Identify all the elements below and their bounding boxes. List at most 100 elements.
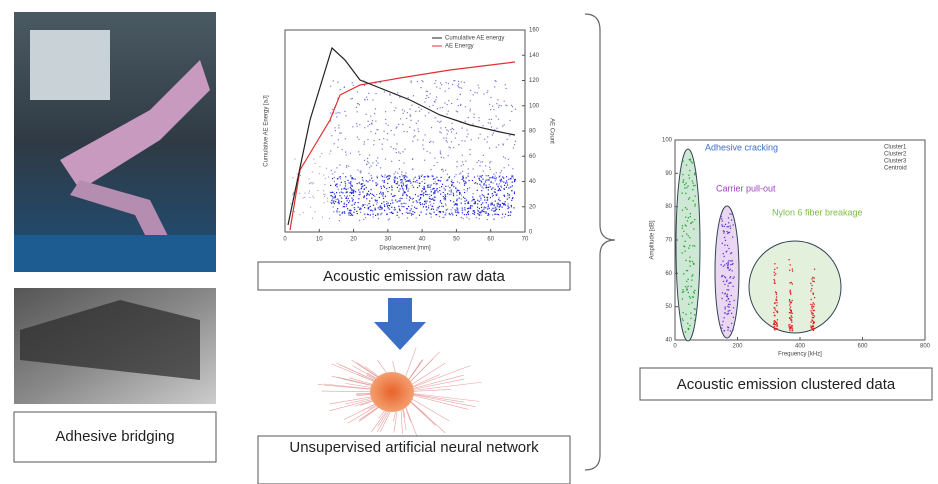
scatter-dot	[461, 198, 462, 199]
scatter-dot	[510, 186, 511, 187]
scatter-dot	[790, 292, 791, 293]
scatter-dot	[434, 83, 435, 84]
scatter-dot	[399, 176, 400, 177]
scatter-dot	[394, 196, 395, 197]
scatter-dot	[720, 264, 721, 265]
scatter-dot	[448, 83, 449, 84]
scatter-dot	[774, 303, 775, 304]
scatter-dot	[443, 217, 444, 218]
scatter-dot	[682, 174, 683, 175]
scatter-dot	[346, 154, 347, 155]
scatter-dot	[506, 88, 507, 89]
scatter-dot	[412, 158, 413, 159]
scatter-dot	[723, 281, 724, 282]
scatter-dot	[409, 181, 410, 182]
scatter-dot	[776, 292, 777, 293]
scatter-dot	[512, 176, 513, 177]
scatter-dot	[776, 311, 777, 312]
scatter-dot	[455, 209, 456, 210]
scatter-dot	[311, 182, 312, 183]
scatter-dot	[507, 139, 508, 140]
scatter-dot	[388, 125, 389, 126]
scatter-dot	[360, 208, 361, 209]
scatter-dot	[444, 198, 445, 199]
scatter-dot	[510, 215, 511, 216]
scatter-dot	[445, 127, 446, 128]
scatter-dot	[340, 185, 341, 186]
scatter-dot	[725, 224, 726, 225]
y2-tick-label: 100	[529, 103, 540, 109]
scatter-dot	[336, 192, 337, 193]
scatter-dot	[501, 187, 502, 188]
scatter-dot	[692, 274, 693, 275]
scatter-dot	[382, 148, 383, 149]
scatter-dot	[303, 197, 304, 198]
scatter-dot	[811, 285, 812, 286]
scatter-dot	[788, 324, 789, 325]
scatter-dot	[338, 189, 339, 190]
scatter-dot	[345, 183, 346, 184]
scatter-dot	[441, 203, 442, 204]
scatter-dot	[414, 207, 415, 208]
scatter-dot	[728, 248, 729, 249]
scatter-dot	[435, 101, 436, 102]
scatter-dot	[481, 177, 482, 178]
scatter-dot	[460, 172, 461, 173]
scatter-dot	[368, 93, 369, 94]
scatter-dot	[732, 329, 733, 330]
scatter-dot	[430, 152, 431, 153]
scatter-dot	[502, 203, 503, 204]
scatter-dot	[362, 206, 363, 207]
scatter-dot	[463, 189, 464, 190]
scatter-dot	[348, 202, 349, 203]
scatter-dot	[337, 199, 338, 200]
scatter-dot	[356, 123, 357, 124]
scatter-dot	[433, 193, 434, 194]
scatter-dot	[358, 198, 359, 199]
scatter-dot	[728, 298, 729, 299]
scatter-dot	[398, 152, 399, 153]
scatter-dot	[491, 119, 492, 120]
scatter-dot	[462, 212, 463, 213]
scatter-dot	[337, 208, 338, 209]
scatter-dot	[364, 127, 365, 128]
x-tick-label: 0	[673, 344, 677, 350]
scatter-dot	[337, 112, 338, 113]
scatter-dot	[374, 196, 375, 197]
scatter-dot	[375, 121, 376, 122]
scatter-dot	[292, 194, 293, 195]
scatter-dot	[436, 162, 437, 163]
scatter-dot	[419, 215, 420, 216]
scatter-dot	[294, 159, 295, 160]
scatter-dot	[416, 208, 417, 209]
scatter-dot	[379, 197, 380, 198]
scatter-dot	[724, 244, 725, 245]
scatter-dot	[490, 177, 491, 178]
scatter-dot	[441, 169, 442, 170]
scatter-dot	[425, 98, 426, 99]
scatter-dot	[504, 189, 505, 190]
scatter-dot	[407, 131, 408, 132]
legend-entry: Cluster1	[884, 145, 907, 151]
scatter-dot	[297, 173, 298, 174]
scatter-dot	[461, 203, 462, 204]
scatter-dot	[359, 124, 360, 125]
scatter-dot	[350, 210, 351, 211]
scatter-dot	[683, 291, 684, 292]
scatter-dot	[721, 224, 722, 225]
scatter-dot	[694, 219, 695, 220]
scatter-dot	[422, 194, 423, 195]
scatter-dot	[486, 185, 487, 186]
scatter-dot	[728, 263, 729, 264]
scatter-dot	[403, 175, 404, 176]
scatter-dot	[399, 97, 400, 98]
scatter-dot	[391, 189, 392, 190]
scatter-dot	[490, 169, 491, 170]
x-tick-label: 600	[857, 344, 868, 350]
scatter-dot	[415, 111, 416, 112]
scatter-dot	[325, 178, 326, 179]
scatter-dot	[375, 199, 376, 200]
scatter-dot	[373, 214, 374, 215]
scatter-dot	[404, 149, 405, 150]
scatter-dot	[434, 197, 435, 198]
